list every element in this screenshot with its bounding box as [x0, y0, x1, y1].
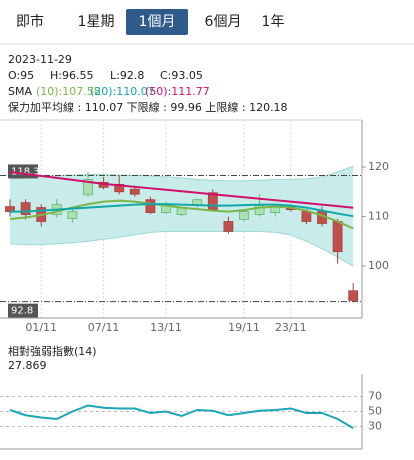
ohlc: O:95	[8, 69, 34, 82]
reference-label-bg	[8, 303, 38, 318]
candle-body	[223, 221, 234, 232]
tab[interactable]: 1個月	[139, 14, 176, 30]
tab[interactable]: 6個月	[205, 14, 242, 30]
candle-body	[145, 199, 156, 213]
tab-selected-bg	[126, 9, 188, 35]
sma-label: SMA	[8, 85, 32, 98]
tab[interactable]: 即市	[16, 13, 44, 30]
candle-body	[348, 290, 359, 301]
x-tick-label: 01/11	[25, 321, 57, 334]
sma-line	[10, 203, 354, 218]
y-tick-label: 110	[368, 210, 389, 223]
candle-body	[239, 211, 249, 220]
rsi-tick-label: 50	[368, 405, 382, 418]
ohlc: C:93.05	[160, 69, 203, 82]
tab[interactable]: 1年	[262, 14, 285, 30]
rsi-tick-label: 30	[368, 420, 382, 433]
y-tick-label: 100	[368, 259, 389, 272]
candle-body	[301, 211, 312, 222]
reference-label: 92.8	[11, 306, 33, 317]
band-edge	[9, 230, 354, 267]
rsi-title: 相對強弱指數(14)	[8, 344, 97, 358]
candle-body	[83, 178, 93, 196]
y-tick-label: 120	[368, 160, 389, 173]
rsi-current: 27.869	[8, 359, 47, 372]
rsi-line	[9, 404, 354, 429]
sma-line	[9, 170, 354, 209]
legend-entry: (10):107.58	[36, 85, 101, 98]
x-tick-label: 19/11	[228, 321, 260, 334]
date: 2023-11-29	[8, 53, 72, 66]
candle-body	[129, 188, 140, 195]
bollinger-info: 保力加平均線 : 110.07 下限線 : 99.96 上限線 : 120.18	[8, 100, 288, 114]
tab[interactable]: 1星期	[78, 14, 115, 30]
x-tick-label: 23/11	[275, 321, 307, 334]
candle-body	[332, 221, 343, 253]
ohlc: L:92.8	[110, 69, 144, 82]
ohlc: H:96.55	[50, 69, 93, 82]
x-tick-label: 13/11	[150, 321, 182, 334]
candle-body	[67, 211, 78, 219]
rsi-tick-label: 70	[368, 390, 382, 403]
legend-entry: (20):110.07	[90, 85, 155, 98]
legend-entry: (50):111.77	[145, 85, 210, 98]
candle-body	[20, 202, 31, 215]
x-tick-label: 07/11	[88, 321, 120, 334]
reference-label: 118.3	[11, 166, 40, 177]
